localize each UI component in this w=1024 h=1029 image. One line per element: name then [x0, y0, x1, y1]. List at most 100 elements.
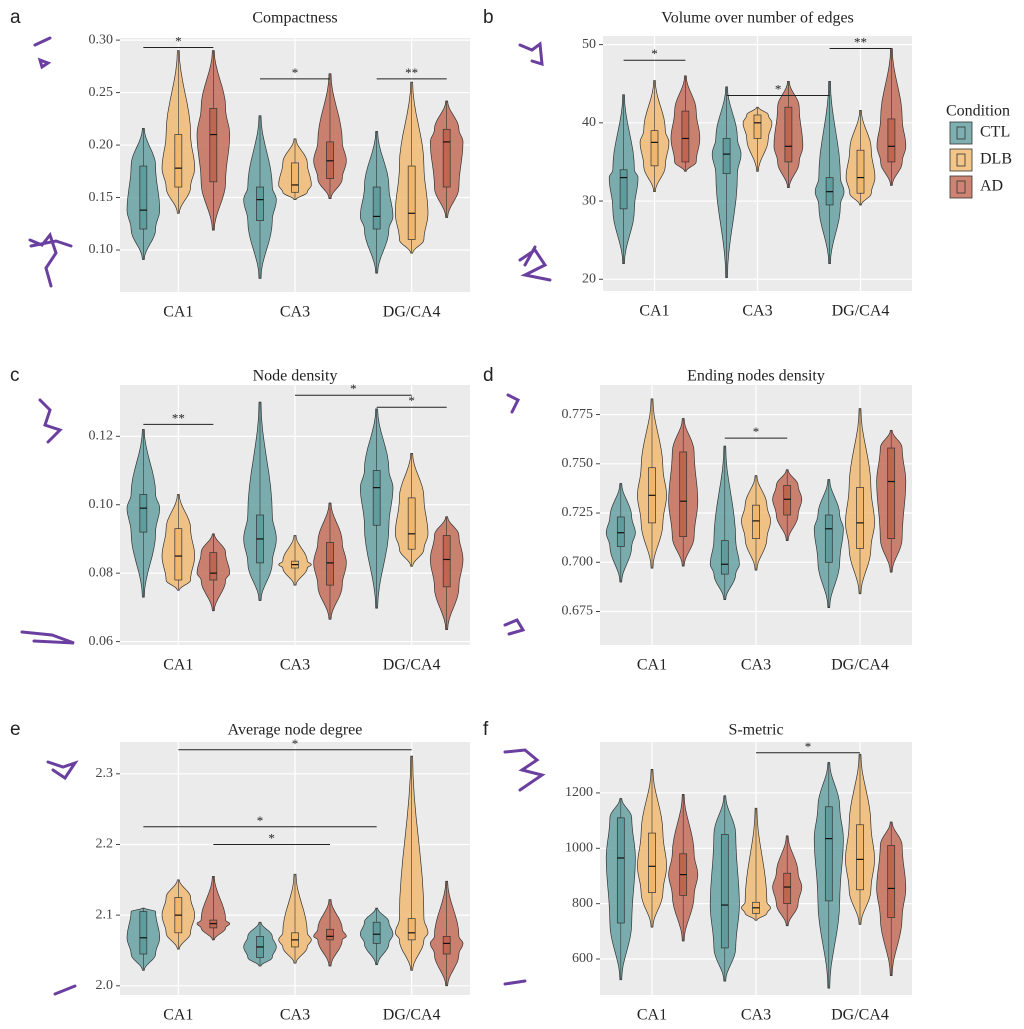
x-tick-label: CA1 — [163, 657, 193, 674]
box — [257, 187, 264, 221]
y-tick-label: 0.10 — [89, 497, 114, 512]
x-tick-label: CA1 — [163, 304, 193, 321]
x-tick-label: DG/CA4 — [831, 657, 889, 674]
y-tick-label: 0.08 — [89, 565, 114, 580]
box — [408, 498, 415, 549]
box — [857, 150, 864, 193]
y-tick-label: 1200 — [565, 785, 593, 800]
x-tick-label: CA3 — [742, 303, 772, 320]
y-tick-label: 0.725 — [562, 505, 594, 520]
box — [408, 166, 415, 239]
significance-label: * — [268, 830, 275, 845]
box — [857, 825, 864, 890]
box — [210, 553, 217, 580]
box — [617, 517, 624, 547]
box — [721, 834, 728, 947]
y-tick-label: 50 — [582, 37, 596, 52]
x-tick-label: DG/CA4 — [831, 1007, 889, 1024]
y-tick-label: 0.30 — [89, 32, 114, 47]
y-tick-label: 800 — [572, 896, 593, 911]
box — [140, 912, 147, 954]
box — [784, 873, 791, 903]
x-tick-label: CA3 — [280, 1007, 310, 1024]
box — [649, 833, 656, 893]
significance-label: * — [805, 739, 812, 754]
significance-label: * — [175, 33, 182, 48]
significance-label: * — [292, 65, 299, 80]
box — [620, 170, 627, 209]
box — [753, 505, 760, 538]
y-tick-label: 0.675 — [562, 604, 594, 619]
box — [373, 187, 380, 229]
box — [443, 936, 450, 954]
significance-label: * — [350, 381, 357, 396]
x-tick-label: CA3 — [280, 657, 310, 674]
significance-label: * — [753, 424, 760, 439]
y-tick-label: 0.06 — [89, 634, 114, 649]
significance-label: ** — [172, 410, 185, 425]
box — [327, 929, 334, 940]
significance-label: * — [408, 393, 415, 408]
panel-letter: c — [10, 365, 20, 386]
y-tick-label: 0.20 — [89, 137, 114, 152]
y-tick-label: 40 — [582, 115, 596, 130]
box — [373, 471, 380, 526]
box — [888, 448, 895, 539]
significance-label: * — [651, 46, 658, 61]
box — [825, 807, 832, 901]
box — [784, 485, 791, 515]
box — [888, 119, 895, 162]
legend-title: Condition — [946, 103, 1010, 120]
box — [785, 107, 792, 162]
box — [140, 166, 147, 229]
panel-letter: d — [483, 365, 494, 386]
y-tick-label: 20 — [582, 271, 596, 286]
x-tick-label: CA1 — [637, 657, 667, 674]
box — [140, 494, 147, 532]
panel-title: Compactness — [252, 10, 337, 27]
y-tick-label: 0.15 — [89, 190, 114, 205]
box — [443, 129, 450, 187]
y-tick-label: 2.0 — [96, 978, 114, 993]
box — [680, 452, 687, 537]
significance-label: ** — [405, 65, 418, 80]
y-tick-label: 600 — [572, 951, 593, 966]
y-tick-label: 0.12 — [89, 429, 114, 444]
y-tick-label: 0.10 — [89, 242, 114, 257]
legend-label: CTL — [980, 124, 1010, 141]
panel-letter: f — [483, 719, 489, 740]
box — [651, 131, 658, 166]
y-tick-label: 0.700 — [562, 554, 594, 569]
box — [327, 542, 334, 585]
legend-label: AD — [980, 178, 1003, 195]
box — [888, 846, 895, 918]
x-tick-label: CA3 — [280, 304, 310, 321]
legend-label: DLB — [980, 151, 1012, 168]
box — [443, 536, 450, 587]
legend-key — [950, 122, 972, 144]
box — [175, 135, 182, 187]
x-tick-label: DG/CA4 — [383, 1007, 441, 1024]
y-tick-label: 1000 — [565, 841, 593, 856]
legend-key — [950, 149, 972, 171]
significance-label: * — [257, 813, 264, 828]
x-tick-label: DG/CA4 — [383, 304, 441, 321]
box — [617, 818, 624, 923]
box — [682, 111, 689, 162]
panel-title: Volume over number of edges — [661, 10, 854, 27]
legend-key — [950, 176, 972, 198]
panel-title: Ending nodes density — [687, 368, 825, 385]
y-tick-label: 30 — [582, 193, 596, 208]
panel-letter: b — [483, 7, 494, 28]
box — [175, 529, 182, 580]
x-tick-label: DG/CA4 — [383, 657, 441, 674]
panel-title: Node density — [253, 368, 338, 385]
x-tick-label: CA1 — [637, 1007, 667, 1024]
box — [292, 163, 299, 192]
x-tick-label: CA1 — [639, 303, 669, 320]
box — [373, 922, 380, 943]
box — [408, 919, 415, 940]
y-tick-label: 2.2 — [96, 837, 114, 852]
box — [210, 108, 217, 181]
panel-title: S-metric — [728, 722, 783, 739]
